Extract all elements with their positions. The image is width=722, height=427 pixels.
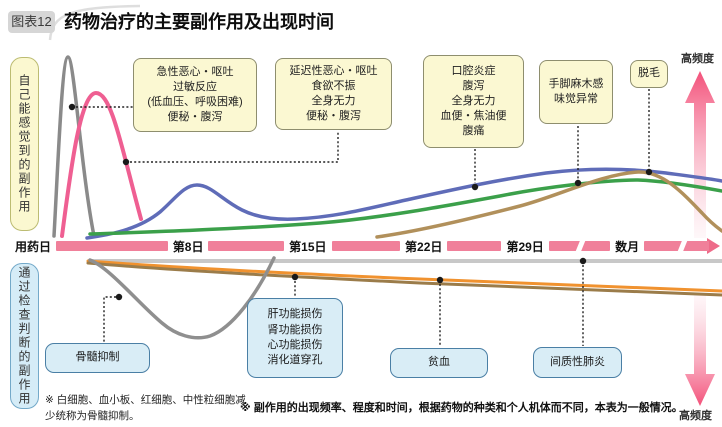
side-effect-box-acute: 急性恶心・呕吐 过敏反应 (低血压、呼吸困难) 便秘・腹泻 [133, 58, 257, 132]
frequency-down-arrow [685, 294, 715, 406]
figure-number-chip: 图表12 [8, 11, 55, 33]
curve-acute-nausea [52, 55, 96, 238]
curve-organ-damage [86, 261, 722, 297]
axis-bar-segment-with-break [644, 236, 709, 256]
connector-dots [68, 103, 653, 301]
axis-tick-day29: 第29日 [506, 239, 544, 254]
axis-bar-segment [56, 241, 168, 251]
side-effect-box-delayed: 延迟性恶心・呕吐 食欲不振 全身无力 便秘・腹泻 [275, 58, 392, 130]
side-effect-box-anemia: 贫血 [390, 348, 488, 378]
curve-anemia [86, 259, 722, 293]
curve-stomatitis [85, 167, 722, 240]
axis-tick-day15: 第15日 [289, 239, 327, 254]
side-effect-box-organ-damage: 肝功能损伤 肾功能损伤 心功能损伤 消化道穿孔 [247, 298, 343, 378]
axis-tick-months: 数月 [615, 239, 640, 254]
curve-delayed-nausea [60, 90, 143, 238]
axis-break-mark [575, 236, 587, 256]
footnote-general: ※ 副作用的出现频率、程度和时间，根据药物的种类和个人机体而不同，本表为一般情况… [240, 402, 683, 414]
side-effect-box-bone-marrow: 骨髓抑制 [45, 343, 150, 373]
axis-arrowhead [707, 238, 720, 254]
connector-lines [76, 89, 650, 347]
panel-label-test-detected: 通过检查判断的副作用 [10, 263, 39, 409]
axis-break-mark [676, 236, 688, 256]
axis-bar-segment [208, 241, 285, 251]
side-effect-box-interstitial-pneumonia: 间质性肺炎 [533, 347, 622, 378]
side-effect-box-hair-loss: 脱毛 [630, 60, 668, 88]
side-effect-box-numbness: 手脚麻木感 味觉异常 [539, 60, 613, 124]
side-effect-box-stomatitis: 口腔炎症 腹泻 全身无力 血便・焦油便 腹痛 [423, 55, 524, 148]
axis-tick-day0: 用药日 [15, 239, 52, 254]
axis-bar-segment [447, 241, 502, 251]
axis-bar-segment-with-break [548, 236, 611, 256]
time-axis: 用药日 第8日 第15日 第22日 第29日 数月 [10, 236, 720, 256]
axis-bar-segment [331, 241, 401, 251]
axis-tick-day22: 第22日 [405, 239, 443, 254]
frequency-label-top: 高频度 [681, 53, 714, 65]
curve-numbness [88, 178, 722, 236]
axis-tick-day8: 第8日 [172, 239, 204, 254]
frequency-label-bottom: 高频度 [679, 410, 712, 422]
page-title: 药物治疗的主要副作用及出现时间 [64, 12, 334, 32]
curve-hair-loss [375, 170, 722, 239]
panel-label-self-perceived: 自己能感觉到的副作用 [10, 57, 39, 231]
footnote-bone-marrow: ※ 白细胞、血小板、红细胞、中性粒细胞减少统称为骨髓抑制。 [45, 394, 246, 423]
frequency-up-arrow [685, 71, 715, 238]
